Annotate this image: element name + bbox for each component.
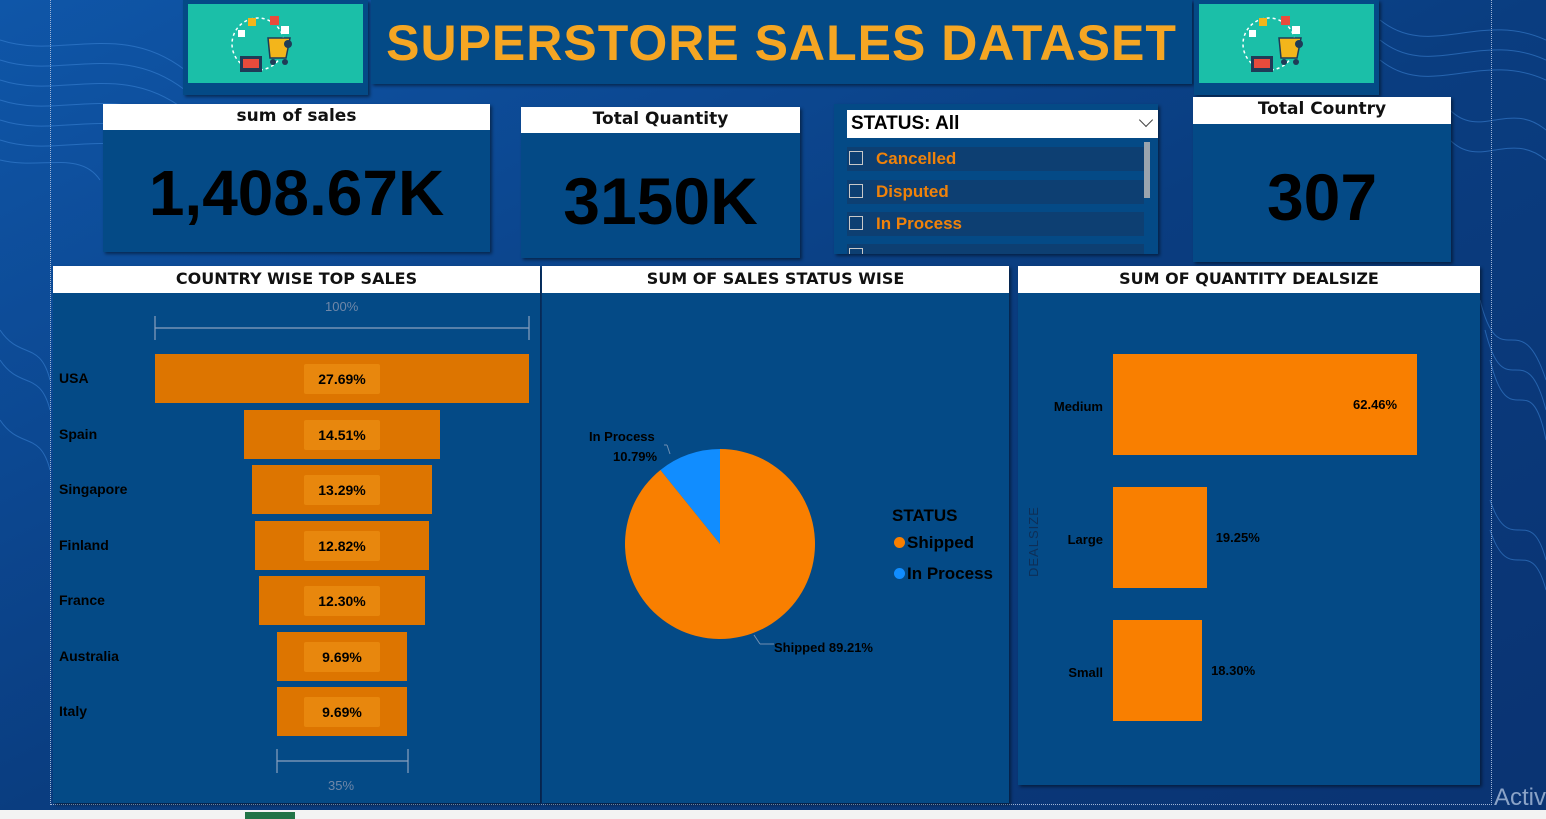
pie-leader-line [666,444,671,455]
sheet-tab-bar [0,810,1546,819]
funnel-data-label: 13.29% [304,475,380,505]
country-funnel-chart[interactable]: COUNTRY WISE TOP SALES 100% 27.69% USA 14.… [53,266,540,803]
slicer-item-label: Disputed [876,182,949,201]
funnel-brackets [154,316,530,773]
dealsize-bar[interactable] [1113,487,1207,588]
slicer-item-partial[interactable] [847,244,1144,254]
kpi-card-quantity[interactable]: Total Quantity 3150K [521,107,800,258]
dealsize-category-label: Large [1067,532,1103,547]
dealsize-category-label: Medium [1053,399,1103,414]
kpi-value: 3150K [563,164,758,238]
funnel-top-label: 100% [325,299,359,314]
page-title: SUPERSTORE SALES DATASET [386,15,1177,71]
legend-label: Shipped [907,533,975,552]
legend-dot [894,537,905,548]
activation-watermark: Activ [1494,784,1546,811]
legend-label: In Process [907,564,993,583]
dealsize-data-label: 19.25% [1215,530,1260,545]
chevron-down-icon[interactable] [1138,112,1154,128]
scrollbar[interactable] [1144,142,1150,198]
funnel-bottom-label: 35% [328,778,355,793]
dealsize-bar[interactable] [1113,620,1203,721]
pie-slice-in-process[interactable] [660,449,720,544]
slicer-item-in-process[interactable]: In Process [847,212,1144,236]
checkbox[interactable] [849,184,863,198]
title-banner: SUPERSTORE SALES DATASET [371,0,1192,84]
logo-left [183,0,368,95]
chart-title: SUM OF QUANTITY DEALSIZE [1018,266,1480,293]
funnel-data-label: 14.51% [304,419,380,450]
funnel-data-label: 12.82% [304,530,380,561]
chart-title: SUM OF SALES STATUS WISE [542,266,1009,293]
pie-slice-shipped[interactable] [625,449,815,639]
funnel-category-label: Singapore [59,481,128,497]
funnel-data-label: 9.69% [304,697,380,727]
kpi-label: Total Quantity [521,107,800,133]
funnel-data-label: 12.30% [304,586,380,616]
funnel-category-label: Finland [59,536,109,553]
kpi-card-country[interactable]: Total Country 307 [1193,97,1451,262]
legend-dot [894,568,905,579]
pie-label-shipped: Shipped 89.21% [774,640,873,655]
slicer-header: STATUS: All [851,113,960,134]
sheet-tab[interactable] [245,812,295,819]
pie-label-in-process: In Process [589,429,655,444]
legend-title: STATUS [892,506,958,525]
kpi-card-sales[interactable]: sum of sales 1,408.67K [103,104,490,252]
legend-item-shipped[interactable]: Shipped [894,533,974,553]
funnel-category-label: Australia [59,647,119,664]
kpi-value: 307 [1266,160,1378,234]
legend-item-in-process[interactable]: In Process [894,564,993,584]
checkbox[interactable] [849,248,863,254]
funnel-data-label: 27.69% [304,364,380,394]
shopping-cart-icon [1242,16,1303,72]
status-pie-chart[interactable]: SUM OF SALES STATUS WISE In Process 10.7… [542,266,1009,803]
funnel-category-label: Spain [59,425,98,442]
checkbox[interactable] [849,151,863,165]
pie-canvas [625,444,815,645]
slicer-item-disputed[interactable]: Disputed [847,180,1144,204]
dealsize-bar-chart[interactable]: SUM OF QUANTITY DEALSIZE DEALSIZE Medium… [1018,266,1480,785]
logo-right [1194,0,1379,95]
pie-label-in-process-pct: 10.79% [613,449,658,464]
slicer-item-label: Cancelled [876,149,957,168]
dealsize-category-label: Small [1068,665,1103,680]
chart-title: COUNTRY WISE TOP SALES [53,266,540,293]
dealsize-data-label: 18.30% [1211,663,1256,678]
funnel-category-label: France [59,592,105,608]
checkbox[interactable] [849,216,863,230]
funnel-category-label: Italy [59,703,88,719]
pie-leader-line [753,634,761,645]
funnel-data-label: 9.69% [304,641,380,672]
shopping-cart-icon [231,16,292,72]
kpi-value: 1,408.67K [148,157,445,229]
funnel-category-label: USA [59,370,89,386]
dealsize-bar[interactable] [1113,354,1417,455]
kpi-label: Total Country [1193,97,1451,124]
dealsize-data-label: 62.46% [1353,397,1398,412]
slicer-item-label: In Process [876,214,962,233]
kpi-label: sum of sales [103,104,490,130]
report-frame [50,0,1492,805]
status-slicer[interactable]: STATUS: All Cancelled Disputed In Proces… [834,104,1158,254]
slicer-item-cancelled[interactable]: Cancelled [847,147,1144,171]
slicer-dropdown[interactable]: STATUS: All [847,110,1158,138]
